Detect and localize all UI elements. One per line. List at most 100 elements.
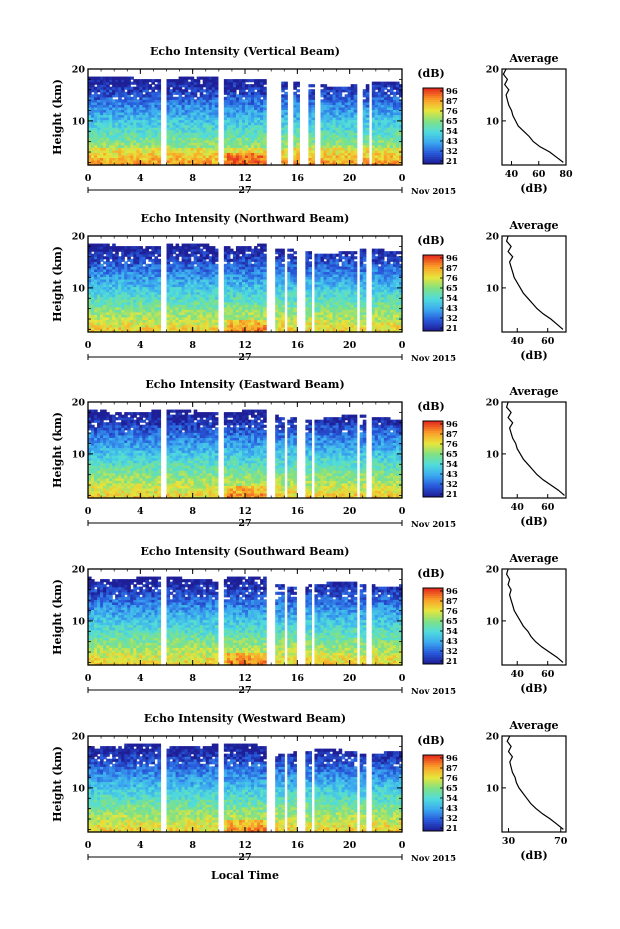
heatmap-cell	[178, 124, 183, 128]
heatmap-cell	[121, 276, 125, 280]
heatmap-cell	[130, 299, 134, 303]
heatmap-cell	[88, 137, 92, 141]
heatmap-cell	[254, 84, 258, 88]
heatmap-cell	[214, 142, 219, 146]
heatmap-cell	[154, 79, 159, 83]
heatmap-cell	[142, 311, 146, 315]
heatmap-cell	[142, 256, 146, 260]
heatmap-cell	[257, 154, 261, 159]
heatmap-cell	[257, 127, 261, 131]
heatmap-cell	[374, 134, 379, 138]
heatmap-cell	[208, 94, 213, 98]
heatmap-cell	[124, 137, 128, 141]
heatmap-cell	[293, 111, 297, 116]
heatmap-cell	[235, 86, 240, 90]
heatmap-cell	[293, 94, 297, 98]
heatmap-cell	[389, 104, 394, 108]
heatmap-cell	[154, 127, 159, 131]
heatmap-cell	[115, 299, 119, 303]
heatmap-cell	[383, 124, 388, 128]
heatmap-cell	[124, 132, 128, 136]
profile-frame	[501, 68, 567, 166]
heatmap-cell	[166, 132, 171, 136]
heatmap-cell	[127, 111, 131, 116]
heatmap-cell	[91, 84, 95, 88]
heatmap-cell	[263, 79, 267, 83]
heatmap-cell	[100, 278, 104, 283]
heatmap-cell	[257, 144, 261, 148]
heatmap-cell	[284, 111, 288, 116]
heatmap-cell	[344, 122, 349, 126]
heatmap-cell	[284, 124, 288, 128]
heatmap-cell	[190, 114, 195, 118]
heatmap-cell	[329, 101, 334, 105]
heatmap-cell	[124, 159, 128, 164]
heatmap-cell	[94, 266, 98, 270]
heatmap-cell	[229, 142, 234, 146]
heatmap-cell	[205, 94, 210, 98]
heatmap-cell	[335, 119, 340, 123]
colorbar-segment	[423, 124, 443, 127]
heatmap-cell	[109, 291, 113, 295]
heatmap-cell	[157, 149, 162, 153]
heatmap-cell	[124, 134, 128, 138]
heatmap-cell	[103, 94, 107, 98]
heatmap-cell	[112, 326, 116, 331]
heatmap-cell	[347, 129, 352, 133]
heatmap-cell	[184, 79, 189, 83]
heatmap-cell	[178, 101, 183, 105]
heatmap-cell	[202, 106, 207, 111]
heatmap-cell	[248, 157, 252, 161]
heatmap-cell	[124, 79, 128, 83]
heatmap-cell	[178, 129, 183, 133]
heatmap-cell	[235, 127, 240, 131]
heatmap-cell	[320, 119, 325, 123]
heatmap-cell	[94, 114, 98, 118]
heatmap-cell	[97, 271, 101, 275]
heatmap-cell	[133, 117, 137, 121]
colorbar-unit: (dB)	[417, 67, 444, 80]
heatmap-cell	[112, 142, 116, 146]
heatmap-cell	[341, 159, 346, 164]
heatmap-cell	[97, 278, 101, 283]
heatmap-cell	[395, 147, 400, 151]
heatmap-cell	[127, 104, 131, 108]
heatmap-cell	[115, 248, 119, 252]
heatmap-cell	[248, 159, 252, 164]
heatmap-cell	[257, 86, 261, 90]
heatmap-cell	[121, 329, 125, 333]
heatmap-cell	[326, 159, 331, 164]
heatmap-cell	[115, 256, 119, 260]
heatmap-cell	[338, 142, 343, 146]
heatmap-cell	[383, 114, 388, 118]
heatmap-cell	[341, 149, 346, 153]
heatmap-cell	[109, 296, 113, 300]
heatmap-cell	[106, 291, 110, 295]
heatmap-cell	[374, 154, 379, 159]
heatmap-cell	[178, 81, 183, 85]
heatmap-cell	[142, 84, 146, 88]
heatmap-cell	[254, 99, 258, 103]
heatmap-cell	[115, 104, 119, 108]
heatmap-cell	[103, 294, 107, 298]
heatmap-cell	[151, 149, 156, 153]
heatmap-cell	[118, 263, 122, 267]
heatmap-cell	[281, 248, 285, 252]
heatmap-cell	[202, 124, 207, 128]
heatmap-cell	[329, 132, 334, 136]
heatmap-cell	[97, 89, 101, 93]
heatmap-cell	[335, 139, 340, 143]
heatmap-cell	[281, 139, 285, 143]
heatmap-cell	[208, 89, 213, 93]
heatmap-cell	[344, 129, 349, 133]
heatmap-cell	[296, 89, 300, 93]
heatmap-cell	[232, 86, 237, 90]
heatmap-cell	[106, 329, 110, 333]
heatmap-cell	[97, 101, 101, 105]
heatmap-cell	[211, 111, 216, 116]
heatmap-cell	[311, 147, 316, 151]
heatmap-cell	[136, 299, 140, 303]
heatmap-cell	[94, 99, 98, 103]
heatmap-cell	[130, 263, 134, 267]
heatmap-cell	[109, 261, 113, 265]
